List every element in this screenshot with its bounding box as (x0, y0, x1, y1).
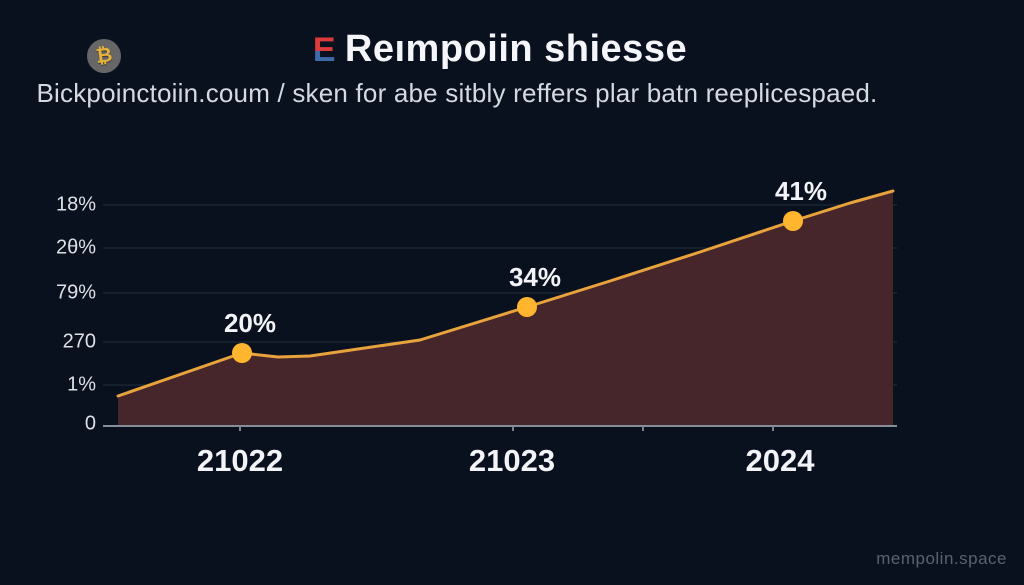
data-point-dot (517, 297, 537, 317)
y-axis-label: 1% (67, 373, 96, 396)
brand-logo-icon: E E (312, 30, 336, 69)
y-axis-label: 79% (55, 281, 96, 304)
page-title: Reımpoiin shiesse (344, 28, 688, 70)
x-axis-label: 21022 (196, 443, 284, 478)
x-axis-label: 2024 (745, 443, 815, 478)
data-point-label: 34% (508, 262, 562, 292)
header: E E Reımpoiin shiesse (313, 28, 687, 71)
data-point-label: 41% (774, 176, 828, 206)
y-axis-label: 270 (62, 330, 96, 353)
data-point-label: 20% (223, 308, 277, 338)
watermark: mempolin.space (876, 549, 1007, 568)
y-axis-label: 2θ% (55, 236, 96, 259)
area-fill (118, 191, 893, 426)
data-point-dot (232, 343, 252, 363)
y-axis-label: 0 (84, 412, 96, 435)
page-subtitle: Bickpoinctoiin.coum / sken for abe sitbl… (36, 78, 878, 108)
x-axis-label: 21023 (468, 443, 556, 478)
bitcoin-badge: ₿ (87, 39, 121, 73)
data-point-dot (783, 211, 803, 231)
y-axis-label: 18% (55, 193, 96, 216)
